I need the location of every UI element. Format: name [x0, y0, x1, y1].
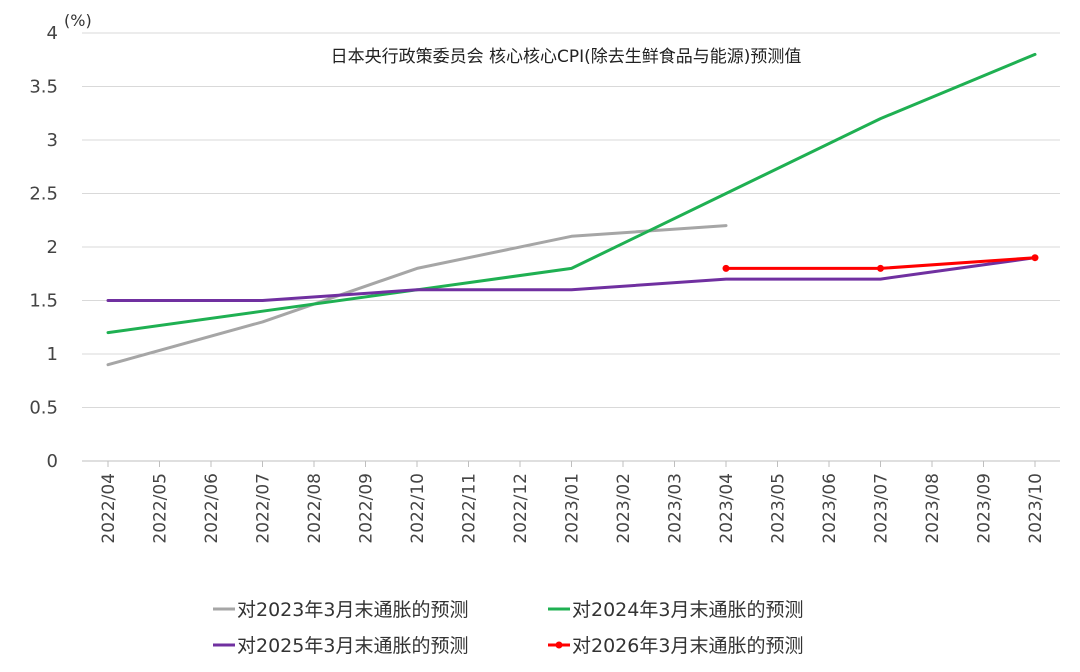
y-tick-label: 1 [47, 344, 58, 365]
x-tick-label: 2022/09 [357, 473, 377, 544]
legend-label-2: 对2024年3月末通胀的预测 [572, 599, 803, 621]
x-tick-label: 2023/10 [1026, 473, 1046, 544]
chart-title: 日本央行政策委员会 核心核心CPI(除去生鲜食品与能源)预测值 [331, 47, 802, 67]
x-tick-label: 2023/02 [614, 473, 634, 544]
legend: 对2023年3月末通胀的预测 对2024年3月末通胀的预测对2025年3月末通胀的… [213, 599, 803, 657]
y-tick-label: 0 [47, 451, 58, 472]
y-tick-label: 0.5 [29, 398, 58, 419]
y-tick-label: 2 [47, 237, 58, 258]
x-tick-label: 2023/03 [666, 473, 686, 544]
x-tick-label: 2023/01 [563, 473, 583, 544]
series-line-1 [106, 224, 728, 367]
x-tick-label: 2023/06 [820, 473, 840, 544]
y-tick-label: 3.5 [29, 77, 58, 98]
legend-label-3: 对2025年3月末通胀的预测 [237, 635, 468, 657]
x-tick-label: 2022/11 [460, 473, 480, 544]
y-tick-label: 2.5 [29, 184, 58, 205]
series-4-point [722, 264, 730, 272]
legend-label-1: 对2023年3月末通胀的预测 [237, 599, 468, 621]
x-tick-label: 2022/12 [511, 473, 531, 544]
x-tick-label: 2022/08 [305, 473, 325, 544]
x-tick-label: 2022/05 [151, 473, 171, 544]
series-4-point [877, 264, 884, 272]
x-tick-label: 2023/08 [923, 473, 943, 544]
legend-label-4: 对2026年3月末通胀的预测 [572, 635, 803, 657]
x-tick-label: 2023/05 [769, 473, 789, 544]
x-tick-label: 2022/06 [202, 473, 222, 544]
series-4-point [1031, 254, 1039, 262]
x-tick-label: 2022/04 [99, 473, 119, 544]
y-tick-label: 4 [47, 23, 58, 44]
series-lines [106, 52, 1039, 367]
x-tick-label: 2022/07 [254, 473, 274, 544]
x-tick-label: 2023/09 [975, 473, 995, 544]
legend-marker [555, 641, 563, 649]
y-unit-label: (%) [64, 11, 92, 30]
x-axis: 2022/04 2022/05 2022/06 2022/07 2022/08 2022/… [99, 461, 1046, 544]
series-line-3 [106, 256, 1037, 302]
y-tick-label: 3 [47, 130, 58, 151]
y-axis-ticks: 0 0.5 1 1.5 2 2.5 3 3.5 4 [29, 23, 58, 472]
x-tick-label: 2023/04 [717, 473, 737, 544]
series-line-2 [106, 52, 1037, 335]
gridlines [82, 32, 1060, 462]
x-tick-label: 2022/10 [408, 473, 428, 544]
x-tick-label: 2023/07 [872, 473, 892, 544]
y-tick-label: 1.5 [29, 291, 58, 312]
